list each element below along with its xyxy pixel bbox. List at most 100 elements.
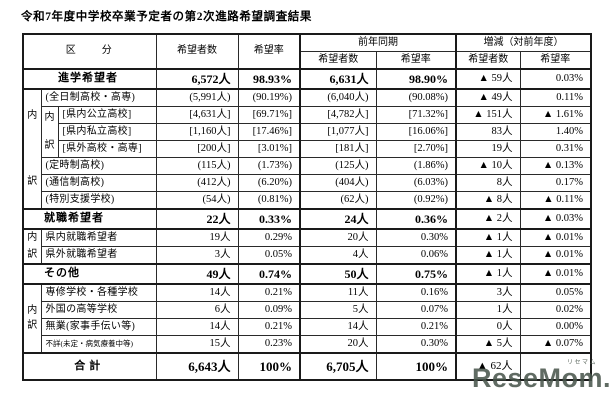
cell-prev-rate: 0.16% [375,283,457,302]
cell-prev-rate: [71.32%] [375,106,457,124]
table-row-kennai-shushoku: 内 訳 県内就職希望者 19人 0.29% 20人 0.30% ▲ 1人 ▲ 0… [22,228,592,265]
row-label: 専修学校・各種学校 [40,283,157,302]
header-applicants: 希望者数 [155,33,239,70]
cell-rate: 100% [237,352,301,381]
cell-applicants: 6,643人 [155,352,239,381]
cell-rate: (0.81%) [237,191,301,210]
cell-change-rate: 0.02% [519,301,592,319]
header-rate: 希望率 [237,33,301,70]
header-prev-rate: 希望率 [375,51,457,70]
cell-change-applicants: ▲ 10人 [455,157,521,175]
survey-table: 区 分 希望者数 希望率 前年同期 増減（対前年度） 希望者数 希望率 希望者数… [22,33,593,381]
cell-rate: 0.33% [237,208,301,230]
cell-applicants: (412人) [155,174,239,192]
cell-change-applicants: ▲ 1人 [455,228,521,247]
cell-change-rate: 0.11% [519,88,592,107]
cell-rate: (90.19%) [237,88,301,107]
cell-prev-applicants: 5人 [299,301,377,319]
header-prev-year-group: 前年同期 [299,33,457,52]
header-change-group: 増減（対前年度） [455,33,592,52]
cell-prev-rate: (90.08%) [375,88,457,107]
cell-prev-applicants: (125人) [299,157,377,175]
cell-prev-rate: 0.75% [375,263,457,285]
cell-change-applicants: ▲ 151人 [455,106,521,124]
cell-applicants: (115人) [155,157,239,175]
row-label: 合計 [22,352,157,381]
table-row-sonota: その他 49人 0.74% 50人 0.75% ▲ 1人 ▲ 0.01% [22,263,592,285]
cell-prev-applicants: (62人) [299,191,377,210]
cell-prev-rate: (1.86%) [375,157,457,175]
cell-rate: [17.46%] [237,123,301,141]
header-row-sub: 希望者数 希望率 希望者数 希望率 [23,51,592,70]
uchi-label: 内 [27,305,38,316]
cell-prev-applicants: 24人 [299,208,377,230]
header-change-applicants: 希望者数 [455,51,521,70]
cell-prev-rate: [16.06%] [375,123,457,141]
cell-prev-rate: [2.70%] [375,140,457,158]
cell-change-applicants: ▲ 1人 [455,263,521,285]
table-row-gaikoku: 外国の高等学校 6人 0.09% 5人 0.07% 1人 0.02% [23,301,592,319]
row-label: 無業(家事手伝い等) [40,318,157,336]
cell-applicants: 3人 [155,246,239,265]
cell-applicants: 14人 [155,318,239,336]
cell-change-rate [519,352,592,381]
row-label: その他 [22,263,157,285]
cell-change-rate: ▲ 0.01% [519,246,592,265]
cell-prev-rate: 98.90% [375,68,457,90]
cell-change-rate: 0.00% [519,318,592,336]
table-row-zennichi: 内 訳 (全日制高校・高専) (5,991人) (90.19%) (6,040人… [22,88,592,210]
cell-rate: 0.05% [237,246,301,265]
cell-change-applicants: ▲ 5人 [455,335,521,354]
header-row-groups: 区 分 希望者数 希望率 前年同期 増減（対前年度） [22,33,592,70]
cell-change-applicants: 8人 [455,174,521,192]
row-label: (通信制高校) [40,174,157,192]
header-category: 区 分 [22,33,157,70]
cell-applicants: [4,631人] [155,106,239,124]
cell-applicants: 22人 [155,208,239,230]
wake-label: 訳 [27,248,38,260]
wake-label: 訳 [44,140,55,151]
cell-prev-rate: 100% [375,352,457,381]
cell-change-applicants: 19人 [455,140,521,158]
cell-change-applicants: ▲ 8人 [455,191,521,210]
table-row-senshu: 内 訳 専修学校・各種学校 14人 0.21% 11人 0.16% 3人 0.0… [22,283,592,354]
uchiwake-inner-column: 内 訳 [40,106,59,158]
cell-prev-rate: (0.92%) [375,191,457,210]
cell-applicants: [200人] [155,140,239,158]
uchi-label: 内 [27,110,38,121]
table-row-shingaku: 進学希望者 6,572人 98.93% 6,631人 98.90% ▲ 59人 … [22,68,592,90]
cell-rate: 98.93% [237,68,301,90]
cell-change-applicants: ▲ 59人 [455,68,521,90]
cell-change-rate: ▲ 0.07% [519,335,592,354]
uchi-label: 内 [44,111,55,123]
cell-prev-applicants: 20人 [299,335,377,354]
cell-applicants: 19人 [155,228,239,247]
resemom-ruby-text: リセマム [567,360,598,366]
cell-prev-rate: 0.30% [375,335,457,354]
page-title: 令和7年度中学校卒業予定者の第2次進路希望調査結果 [21,11,312,23]
header-prev-applicants: 希望者数 [299,51,377,70]
cell-applicants: (5,991人) [155,88,239,107]
uchiwake-column: 内 訳 [22,228,42,265]
table-row-kengai-koko: [県外高校・高専] [200人] [3.01%] [181人] [2.70%] … [23,140,592,158]
cell-change-rate: ▲ 0.03% [519,208,592,230]
table-row-teijisei: (定時制高校) (115人) (1.73%) (125人) (1.86%) ▲ … [23,157,592,175]
row-label: [県内公立高校] [57,106,157,124]
wake-label: 訳 [27,175,38,187]
row-label: 県内就職希望者 [40,228,157,247]
cell-prev-rate: 0.21% [375,318,457,336]
cell-prev-rate: (6.03%) [375,174,457,192]
cell-change-applicants: ▲ 1人 [455,246,521,265]
cell-prev-rate: 0.30% [375,228,457,247]
table-row-kennai-koritsu: 内 訳 [県内公立高校] [4,631人] [69.71%] [4,782人] … [23,106,592,158]
cell-prev-applicants: [1,077人] [299,123,377,141]
row-label: 不詳(未定・病気療養中等) [40,335,157,354]
row-label: 進学希望者 [22,68,157,90]
cell-change-applicants: 83人 [455,123,521,141]
row-label: [県内私立高校] [57,123,157,141]
table-row-shushoku: 就職希望者 22人 0.33% 24人 0.36% ▲ 2人 ▲ 0.03% [22,208,592,230]
row-label: (特別支援学校) [40,191,157,210]
cell-change-rate: 1.40% [519,123,592,141]
cell-applicants: 49人 [155,263,239,285]
row-label: (定時制高校) [40,157,157,175]
